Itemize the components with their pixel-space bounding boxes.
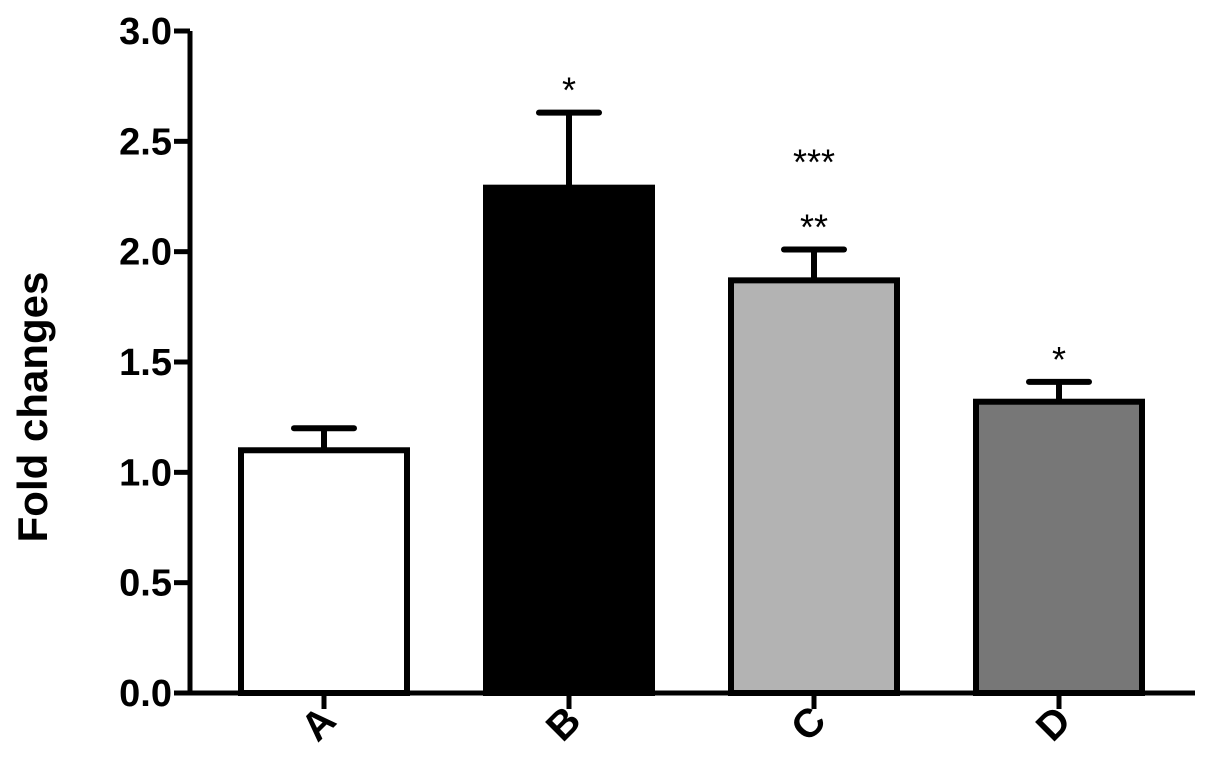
y-tick-label: 1.0 xyxy=(119,452,172,494)
y-tick-label: 0.5 xyxy=(119,563,172,605)
y-tick-label: 2.0 xyxy=(119,232,172,274)
x-tick-label: A xyxy=(293,698,345,750)
significance-marker: * xyxy=(562,70,576,111)
y-axis-label: Fold changes xyxy=(9,272,56,543)
y-tick-label: 1.5 xyxy=(119,342,172,384)
plot-area: 0.00.51.01.52.02.53.0A B C D******* xyxy=(119,11,1195,750)
bar xyxy=(238,447,410,696)
y-tick-label: 2.5 xyxy=(119,121,172,163)
x-tick-label: B xyxy=(538,698,590,750)
x-tick-label: D xyxy=(1028,698,1080,750)
bar xyxy=(973,398,1145,696)
bar xyxy=(483,184,655,696)
y-tick-label: 3.0 xyxy=(119,11,172,53)
y-tick-label: 0.0 xyxy=(119,673,172,715)
significance-marker: ** xyxy=(800,206,828,247)
significance-marker: * xyxy=(1052,339,1066,380)
x-tick-label: C xyxy=(783,698,835,750)
bar xyxy=(728,277,900,696)
significance-marker: *** xyxy=(793,141,835,182)
